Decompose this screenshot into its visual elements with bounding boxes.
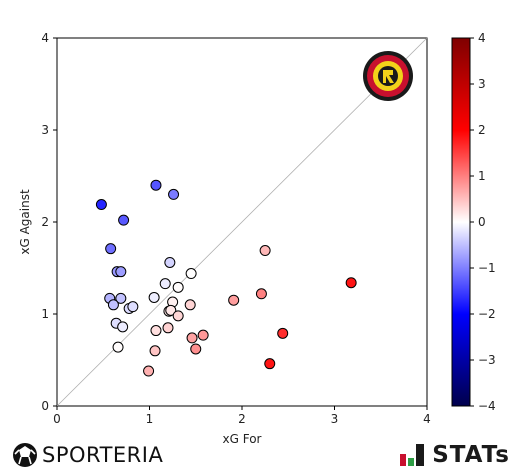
- sporteria-logo-text: SPORTERIA: [42, 443, 164, 467]
- scatter-point: [112, 341, 124, 353]
- scatter-point: [127, 301, 139, 313]
- scatter-point: [105, 243, 117, 255]
- colorbar-tick-label: 3: [478, 77, 486, 91]
- y-tick-label: 0: [41, 399, 49, 413]
- scatter-point: [255, 288, 267, 300]
- scatter-point: [117, 321, 129, 333]
- scatter-point: [228, 294, 240, 306]
- data-points: [95, 179, 357, 377]
- x-axis: 0 1 2 3 4: [53, 406, 431, 426]
- x-tick-label: 4: [423, 412, 431, 426]
- x-tick-label: 3: [331, 412, 339, 426]
- team-crest-icon: [363, 51, 413, 101]
- stats-logo-text: STATs: [432, 442, 510, 468]
- colorbar-tick-label: 4: [478, 31, 486, 45]
- scatter-point: [277, 327, 289, 339]
- scatter-point: [150, 179, 162, 191]
- y-tick-label: 2: [41, 215, 49, 229]
- scatter-point: [172, 310, 184, 322]
- scatter-point: [115, 292, 127, 304]
- colorbar-tick-label: 2: [478, 123, 486, 137]
- x-axis-title: xG For: [223, 432, 262, 446]
- scatter-point: [115, 266, 127, 278]
- colorbar-tick-label: −1: [478, 261, 496, 275]
- colorbar-tick-label: 1: [478, 169, 486, 183]
- scatter-point: [107, 299, 119, 311]
- scatter-point: [259, 245, 271, 257]
- colorbar-tick-label: −2: [478, 307, 496, 321]
- soccer-ball-icon: [13, 443, 37, 467]
- scatter-point: [143, 365, 155, 377]
- y-tick-label: 3: [41, 123, 49, 137]
- scatter-point: [264, 358, 276, 370]
- sporteria-logo: SPORTERIA: [12, 440, 163, 470]
- stats-bars-icon: [400, 444, 425, 466]
- scatter-point: [150, 325, 162, 337]
- colorbar-tick-label: 0: [478, 215, 486, 229]
- x-tick-label: 1: [146, 412, 154, 426]
- scatter-point: [186, 332, 198, 344]
- scatter-point: [345, 277, 357, 289]
- y-tick-label: 4: [41, 31, 49, 45]
- y-tick-label: 1: [41, 307, 49, 321]
- scatter-point: [185, 268, 197, 280]
- stats-logo: STATs: [400, 440, 510, 470]
- y-axis: 0 1 2 3 4: [41, 31, 57, 413]
- scatter-point: [164, 256, 176, 268]
- scatter-point: [184, 299, 196, 311]
- scatter-point: [95, 199, 107, 211]
- scatter-point: [118, 214, 130, 226]
- colorbar: [451, 37, 471, 407]
- colorbar-ticks: 4 3 2 1 0 −1 −2 −3 −4: [470, 31, 496, 413]
- scatter-point: [162, 322, 174, 334]
- y-axis-title: xG Against: [18, 189, 32, 255]
- colorbar-tick-label: −3: [478, 353, 496, 367]
- scatter-point: [168, 188, 180, 200]
- scatter-point: [148, 291, 160, 303]
- scatter-point: [159, 278, 171, 290]
- scatter-point: [149, 345, 161, 357]
- scatter-point: [197, 329, 209, 341]
- scatter-point: [190, 343, 202, 355]
- x-tick-label: 0: [53, 412, 61, 426]
- x-tick-label: 2: [238, 412, 246, 426]
- scatter-point: [172, 281, 184, 293]
- colorbar-tick-label: −4: [478, 399, 496, 413]
- scatter-point: [165, 304, 177, 316]
